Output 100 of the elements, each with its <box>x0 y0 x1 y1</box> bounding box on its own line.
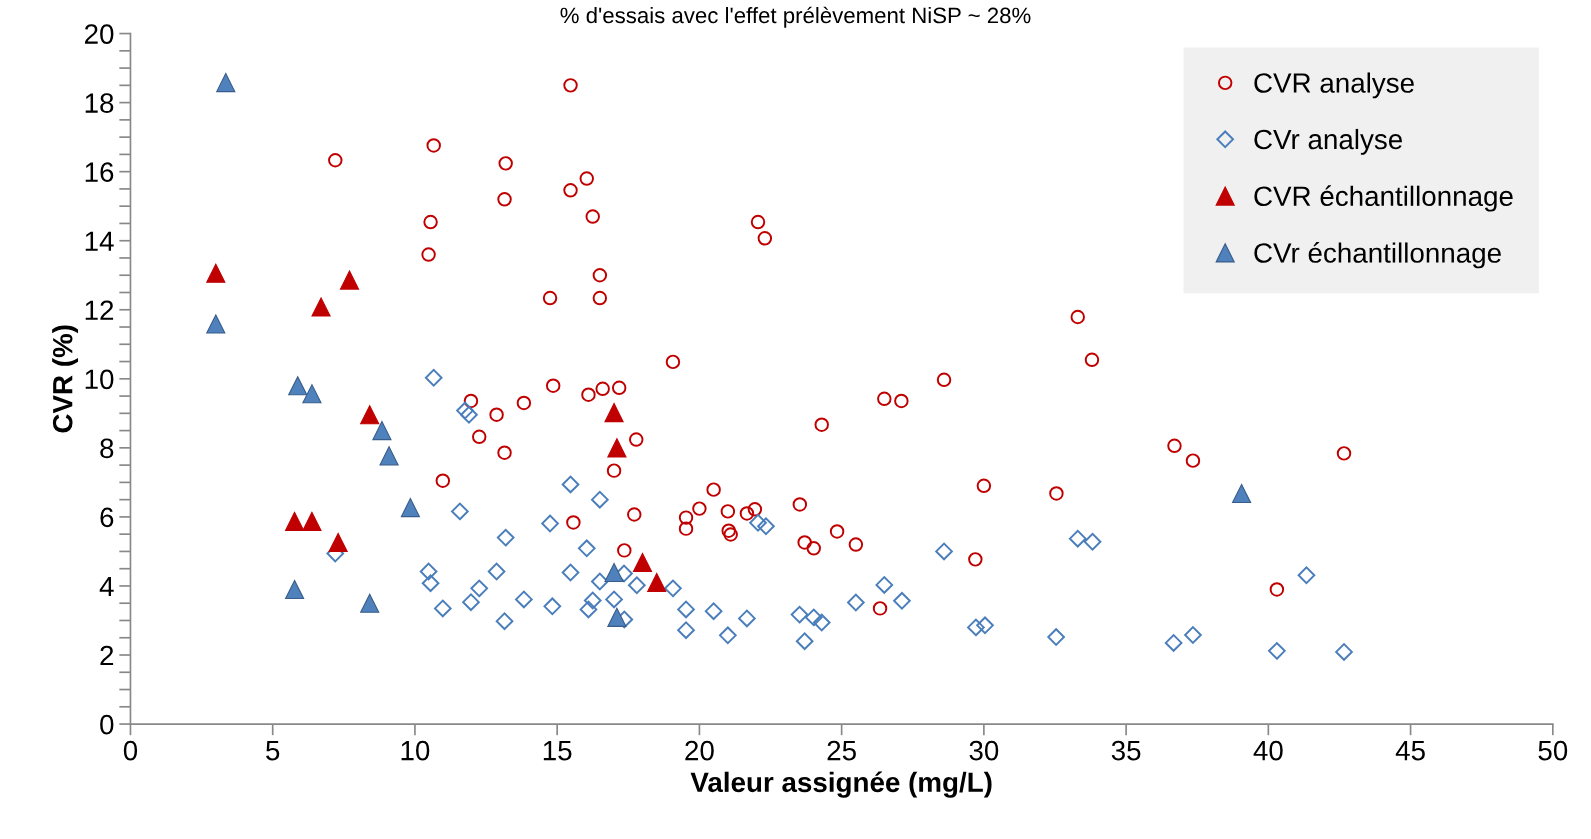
point <box>606 463 622 478</box>
point <box>302 384 322 404</box>
point <box>847 593 865 612</box>
point <box>542 290 558 306</box>
x-tick-label: 40 <box>1253 740 1283 761</box>
point <box>498 156 513 171</box>
point <box>541 514 559 533</box>
point <box>372 421 392 441</box>
y-tick-label: 2 <box>100 645 114 666</box>
point <box>875 576 894 594</box>
y-tick-label: 6 <box>100 507 114 528</box>
x-axis-title: Valeur assignée (mg/L) <box>690 771 992 798</box>
point <box>487 562 506 581</box>
point <box>400 498 420 518</box>
point <box>592 290 608 306</box>
point <box>629 432 644 447</box>
point <box>1083 532 1102 551</box>
point <box>677 600 695 619</box>
point <box>561 563 580 582</box>
point <box>723 527 738 542</box>
point <box>967 618 985 637</box>
point <box>812 613 831 632</box>
point <box>797 535 812 550</box>
point <box>814 417 829 432</box>
point <box>456 401 474 420</box>
point <box>1047 628 1065 646</box>
point <box>285 511 305 531</box>
point <box>206 263 226 283</box>
point <box>495 612 514 630</box>
point <box>1049 486 1064 501</box>
point <box>792 497 808 512</box>
point <box>627 576 646 595</box>
point <box>976 478 992 494</box>
point <box>421 574 440 593</box>
point <box>360 593 380 613</box>
y-tick-label: 0 <box>100 714 114 735</box>
point <box>706 482 721 497</box>
point <box>1185 453 1201 468</box>
y-axis-title: CVR (%) <box>52 325 79 433</box>
point <box>719 626 737 645</box>
point <box>678 521 694 536</box>
point <box>617 543 632 558</box>
point <box>379 446 399 466</box>
point <box>872 601 888 616</box>
point <box>1336 446 1352 461</box>
point <box>647 572 667 593</box>
point <box>591 572 609 591</box>
point <box>460 405 478 424</box>
point <box>577 539 596 558</box>
point <box>545 378 561 393</box>
point <box>328 532 348 553</box>
point <box>426 138 441 153</box>
point <box>423 214 438 230</box>
point <box>585 209 600 224</box>
point <box>462 593 480 612</box>
point <box>515 590 533 609</box>
y-tick-label: 4 <box>99 576 114 597</box>
point <box>968 552 983 567</box>
legend-label: CVR analyse <box>1254 72 1414 99</box>
point <box>936 372 952 388</box>
point <box>604 562 624 583</box>
point <box>328 153 343 168</box>
x-tick-label: 15 <box>543 741 572 761</box>
x-tick-label: 20 <box>685 740 714 761</box>
point <box>591 490 609 509</box>
point <box>561 475 580 494</box>
point <box>738 609 756 628</box>
point <box>607 438 627 458</box>
y-tick-label: 18 <box>85 93 114 113</box>
point <box>976 616 994 635</box>
point <box>206 314 226 334</box>
point <box>678 510 694 525</box>
point <box>829 524 845 539</box>
point <box>339 270 360 290</box>
point <box>664 579 682 598</box>
point <box>790 605 809 624</box>
point <box>421 247 436 262</box>
x-tick-label: 35 <box>1111 740 1141 761</box>
point <box>566 515 581 530</box>
point <box>435 473 451 488</box>
point <box>877 391 892 407</box>
point <box>311 297 331 317</box>
point <box>704 602 723 620</box>
point <box>579 600 598 619</box>
point <box>285 579 305 599</box>
legend-label: CVr analyse <box>1254 128 1402 155</box>
point <box>583 591 602 610</box>
point <box>721 523 736 538</box>
point <box>893 591 911 610</box>
point <box>451 502 469 521</box>
point <box>1068 529 1087 548</box>
y-tick-label: 14 <box>85 231 114 251</box>
point <box>592 268 608 283</box>
point <box>739 506 755 521</box>
point <box>1164 634 1183 652</box>
y-tick-label: 16 <box>85 162 114 182</box>
chart-title: % d'essais avec l'effet prélèvement NiSP ~ 28% <box>560 6 1031 28</box>
point <box>677 621 695 639</box>
x-tick-label: 45 <box>1395 741 1425 761</box>
point <box>804 608 823 627</box>
